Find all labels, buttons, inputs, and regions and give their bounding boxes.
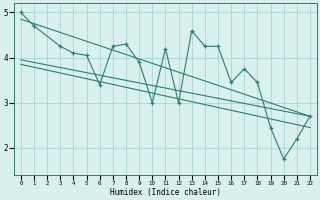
X-axis label: Humidex (Indice chaleur): Humidex (Indice chaleur) [110,188,221,197]
